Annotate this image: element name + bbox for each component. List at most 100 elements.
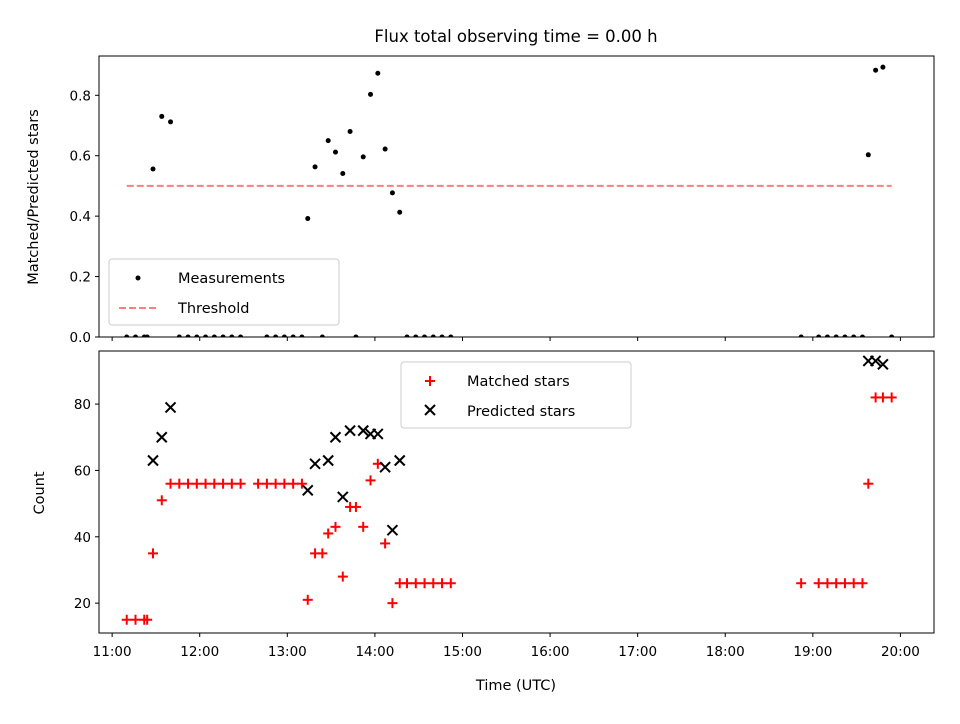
top-axes-frame: [98, 55, 935, 338]
matched-stars-point: [822, 578, 833, 589]
matched-stars-point: [174, 478, 185, 489]
legend-predicted-label: Predicted stars: [467, 404, 575, 420]
bottom-legend: Matched stars Predicted stars: [400, 361, 632, 429]
predicted-stars-point: [379, 461, 391, 473]
predicted-stars-point: [344, 424, 356, 437]
bottom-y-tick-label: 40: [74, 530, 91, 546]
matched-stars-point: [165, 478, 176, 489]
predicted-stars-point-b: [386, 524, 399, 536]
matched-stars-point: [410, 578, 421, 589]
predicted-stars-point-b: [147, 454, 159, 467]
predicted-stars-point: [386, 524, 399, 536]
bottom-y-tick-label: 20: [74, 596, 91, 612]
predicted-stars-point-b: [337, 491, 349, 503]
predicted-stars-point-b: [357, 424, 369, 437]
measurements-point: [865, 152, 871, 158]
predicted-stars-point: [156, 431, 168, 443]
predicted-stars-point-b: [379, 461, 391, 473]
matched-stars-point: [288, 478, 299, 489]
top-y-tick-label: 0.6: [70, 149, 91, 165]
bottom-plot-area: 20 40 60 80 11:00 12:00 13:00 14:00 15:00 16:00 17…: [74, 350, 935, 660]
matched-stars-point: [863, 478, 874, 489]
legend-predicted-marker: [424, 404, 436, 416]
bottom-y-axis-label: Count: [32, 471, 48, 514]
predicted-stars-point-b: [322, 454, 334, 467]
bottom-axes-frame: [98, 350, 935, 634]
matched-stars-point: [270, 478, 281, 489]
matched-stars-point: [261, 478, 272, 489]
bottom-data-marks: [121, 355, 897, 625]
predicted-stars-point: [322, 454, 334, 467]
measurements-point: [397, 209, 403, 215]
measurements-point: [389, 190, 395, 196]
matched-stars-point: [857, 578, 868, 589]
matched-stars-point: [796, 578, 807, 589]
matched-stars-point: [437, 578, 448, 589]
predicted-stars-point-b: [164, 401, 177, 414]
measurements-point: [375, 70, 381, 76]
bottom-y-tick-label: 80: [74, 397, 91, 413]
matched-stars-point: [142, 614, 153, 625]
bottom-y-tick-label: 60: [74, 463, 91, 479]
matched-stars-point: [323, 528, 334, 539]
predicted-stars-point-b: [869, 355, 882, 367]
matched-stars-point: [839, 578, 850, 589]
predicted-stars-point: [337, 491, 349, 503]
legend-measurements-marker: [135, 275, 141, 281]
predicted-stars-point: [394, 454, 406, 467]
predicted-stars-point: [357, 424, 369, 437]
matched-stars-point: [226, 478, 237, 489]
matched-stars-point: [302, 594, 313, 605]
matched-stars-point: [445, 578, 456, 589]
matched-stars-point: [200, 478, 211, 489]
bottom-x-tick-label: 16:00: [531, 644, 570, 660]
measurements-point: [150, 166, 156, 172]
legend-threshold-label: Threshold: [177, 301, 249, 317]
matched-stars-point: [337, 571, 348, 582]
bottom-legend-frame: [400, 361, 632, 429]
matched-stars-point: [156, 495, 167, 506]
matched-stars-point: [209, 478, 220, 489]
top-legend: Measurements Threshold: [108, 258, 340, 326]
matched-stars-point: [121, 614, 132, 625]
top-y-tick-label: 0.0: [70, 330, 91, 346]
measurements-point: [168, 119, 174, 125]
matched-stars-point: [148, 548, 159, 559]
matched-stars-point: [358, 521, 369, 532]
predicted-stars-point-b: [329, 431, 342, 443]
matched-stars-point: [831, 578, 842, 589]
matched-stars-point: [330, 521, 341, 532]
bottom-x-tick-label: 12:00: [180, 644, 219, 660]
bottom-x-tick-label: 14:00: [355, 644, 394, 660]
top-y-tick-label: 0.4: [70, 209, 91, 225]
measurements-point: [873, 67, 879, 73]
matched-stars-point: [191, 478, 202, 489]
predicted-stars-point: [329, 431, 342, 443]
matched-stars-point: [877, 392, 888, 403]
measurements-point: [305, 216, 311, 222]
top-legend-frame: [108, 258, 340, 326]
predicted-stars-point: [877, 358, 889, 370]
measurements-point: [312, 164, 318, 170]
top-y-tick-label: 0.8: [70, 88, 91, 104]
matched-stars-point: [402, 578, 413, 589]
top-y-tick-label: 0.2: [70, 270, 91, 286]
matched-stars-point: [130, 614, 141, 625]
matched-stars-point: [365, 475, 376, 486]
matched-stars-point: [813, 578, 824, 589]
measurements-point: [159, 113, 165, 119]
matched-stars-point: [235, 478, 246, 489]
bottom-x-tick-label: 15:00: [443, 644, 482, 660]
legend-matched-label: Matched stars: [467, 374, 570, 390]
matched-stars-point: [317, 548, 328, 559]
measurements-point: [368, 91, 374, 97]
matched-stars-point: [218, 478, 229, 489]
matched-stars-point: [848, 578, 859, 589]
bottom-x-tick-label: 19:00: [793, 644, 832, 660]
bottom-x-tick-label: 20:00: [881, 644, 920, 660]
matched-stars-point: [387, 598, 398, 609]
predicted-stars-point: [309, 458, 321, 470]
predicted-stars-point: [164, 401, 177, 414]
